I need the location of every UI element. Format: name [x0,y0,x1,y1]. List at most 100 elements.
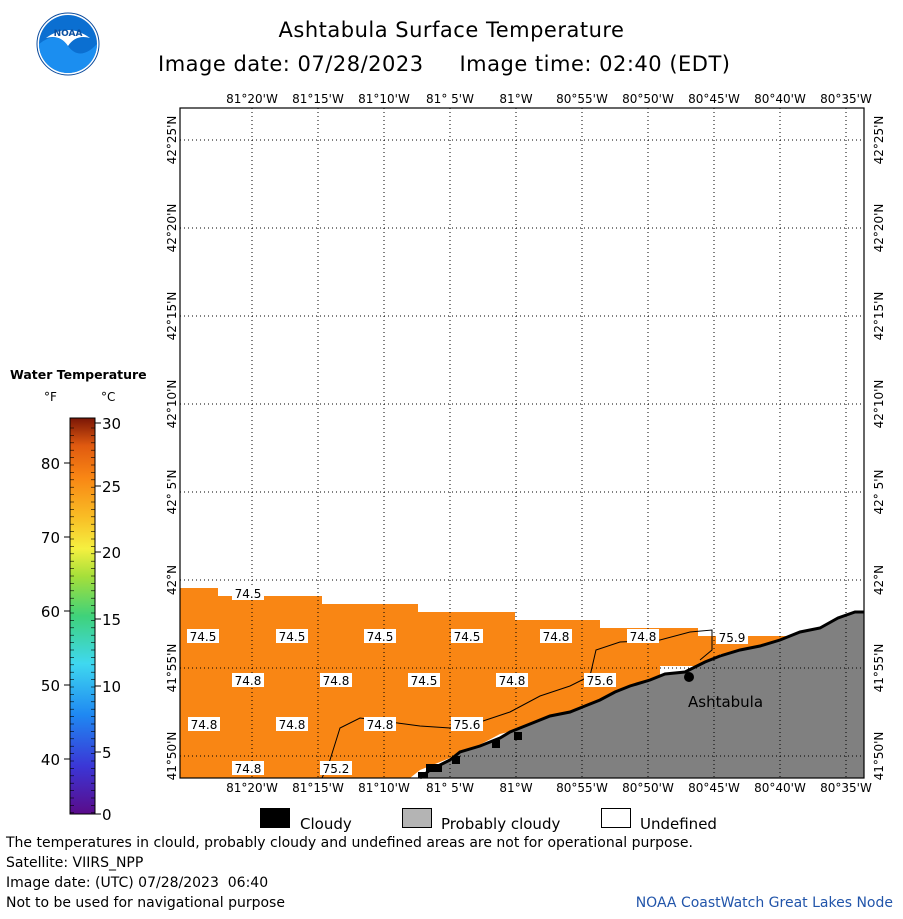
footer-disclaimer: The temperatures in clould, probably clo… [6,835,693,851]
page-title: Ashtabula Surface Temperature [278,18,625,42]
noaa-logo: NOAA [36,12,100,76]
latitude-label: 42°10'N [872,380,886,429]
longitude-label: 80°45'W [688,781,740,795]
svg-text:74.5: 74.5 [411,674,438,688]
longitude-label: 80°45'W [688,92,740,106]
legend-color-bar [69,417,96,815]
longitude-label: 80°40'W [754,92,806,106]
image-date-time: Image date: 07/28/2023 Image time: 02:40… [158,52,730,76]
svg-text:74.5: 74.5 [279,630,306,644]
footer-credit: NOAA CoastWatch Great Lakes Node [635,895,893,911]
longitude-label: 80°35'W [820,92,872,106]
latitude-label: 42°N [872,565,886,595]
latitude-label: 42° 5'N [165,470,179,515]
legend-c-tick: 0 [102,806,112,824]
key-swatch-undefined [601,808,631,828]
longitude-label: 81°20'W [226,781,278,795]
map-area [180,108,864,780]
boundary-line [321,629,713,779]
svg-text:74.8: 74.8 [323,674,350,688]
land-area [420,612,864,778]
svg-text:74.8: 74.8 [235,674,262,688]
latitude-label: 42° 5'N [872,470,886,515]
ashtabula-marker [684,672,694,682]
legend-f-tick: 50 [41,677,60,695]
temperature-label: 74.8 [188,717,220,732]
temperature-label: 74.5 [232,586,264,601]
longitude-label: 81° 5'W [426,781,474,795]
key-label-undefined: Undefined [640,815,717,833]
legend-unit-f: °F [44,390,57,404]
latitude-label: 42°15'N [165,292,179,341]
svg-text:74.8: 74.8 [543,630,570,644]
legend-f-tick: 80 [41,455,60,473]
key-swatch-probably-cloudy [402,808,432,828]
temperature-label: 75.2 [320,761,352,776]
legend-c-tick: 5 [102,744,112,762]
place-label-ashtabula: Ashtabula [688,693,763,711]
map-frame [179,107,865,779]
longitude-label: 80°35'W [820,781,872,795]
longitude-label: 81°15'W [292,92,344,106]
coastline [419,610,864,780]
latitude-label: 42°N [165,565,179,595]
temperature-label: 74.8 [496,673,528,688]
longitude-label: 81°15'W [292,781,344,795]
svg-text:75.6: 75.6 [587,674,614,688]
longitude-label: 80°50'W [622,781,674,795]
latitude-label: 42°20'N [872,204,886,253]
image-date: Image date: 07/28/2023 [158,52,424,76]
footer-satellite: Satellite: VIIRS_NPP [6,855,144,871]
svg-text:74.5: 74.5 [235,587,262,601]
svg-text:74.8: 74.8 [499,674,526,688]
legend-f-tick: 40 [41,751,60,769]
legend-c-tick: 15 [102,611,121,629]
svg-text:74.5: 74.5 [190,630,217,644]
temperature-label: 74.8 [276,717,308,732]
temperature-label: 74.5 [451,629,483,644]
key-swatch-cloudy [260,808,290,828]
legend-f-tick: 70 [41,529,60,547]
longitude-label: 81° 5'W [426,92,474,106]
legend-c-tick: 30 [102,415,121,433]
latitude-label: 42°20'N [165,204,179,253]
latitude-label: 42°15'N [872,292,886,341]
svg-text:74.5: 74.5 [454,630,481,644]
legend-c-tick: 20 [102,544,121,562]
cloudy-pixels [418,732,522,778]
latitude-label: 41°50'N [165,732,179,781]
longitude-label: 80°55'W [556,92,608,106]
svg-text:74.8: 74.8 [235,762,262,776]
latitude-label: 41°55'N [165,644,179,693]
temperature-labels: 74.5 74.5 74.5 74.5 74.5 74.8 74.8 75.9 74.8 74.8… [187,586,748,776]
temperature-label: 75.6 [584,673,616,688]
latitude-label: 41°55'N [872,644,886,693]
svg-text:75.2: 75.2 [323,762,350,776]
longitude-label: 81°10'W [358,92,410,106]
footer-navigation-warning: Not to be used for navigational purpose [6,895,285,911]
longitude-label: 80°40'W [754,781,806,795]
legend-f-tick: 60 [41,603,60,621]
temperature-label: 74.8 [320,673,352,688]
longitude-labels: 81°20'W 81°20'W 81°15'W 81°15'W 81°10'W 81°10… [226,92,872,795]
svg-text:74.8: 74.8 [367,718,394,732]
key-label-cloudy: Cloudy [300,815,352,833]
svg-text:75.6: 75.6 [454,718,481,732]
legend-title: Water Temperature [10,367,147,382]
temperature-label: 74.5 [364,629,396,644]
longitude-label: 80°50'W [622,92,674,106]
longitude-label: 81°W [499,92,532,106]
temperature-label: 74.8 [364,717,396,732]
latitude-labels: 42°25'N 42°25'N 42°20'N 42°20'N 42°15'N 42°15… [165,116,886,781]
temperature-label: 74.8 [232,673,264,688]
temperature-label: 74.5 [276,629,308,644]
image-time: Image time: 02:40 (EDT) [459,52,731,76]
svg-text:74.8: 74.8 [191,718,218,732]
temperature-label: 75.6 [451,717,483,732]
latitude-label: 41°50'N [872,732,886,781]
latitude-label: 42°10'N [165,380,179,429]
svg-text:74.8: 74.8 [279,718,306,732]
temperature-label: 74.8 [232,761,264,776]
key-label-probably-cloudy: Probably cloudy [441,815,561,833]
